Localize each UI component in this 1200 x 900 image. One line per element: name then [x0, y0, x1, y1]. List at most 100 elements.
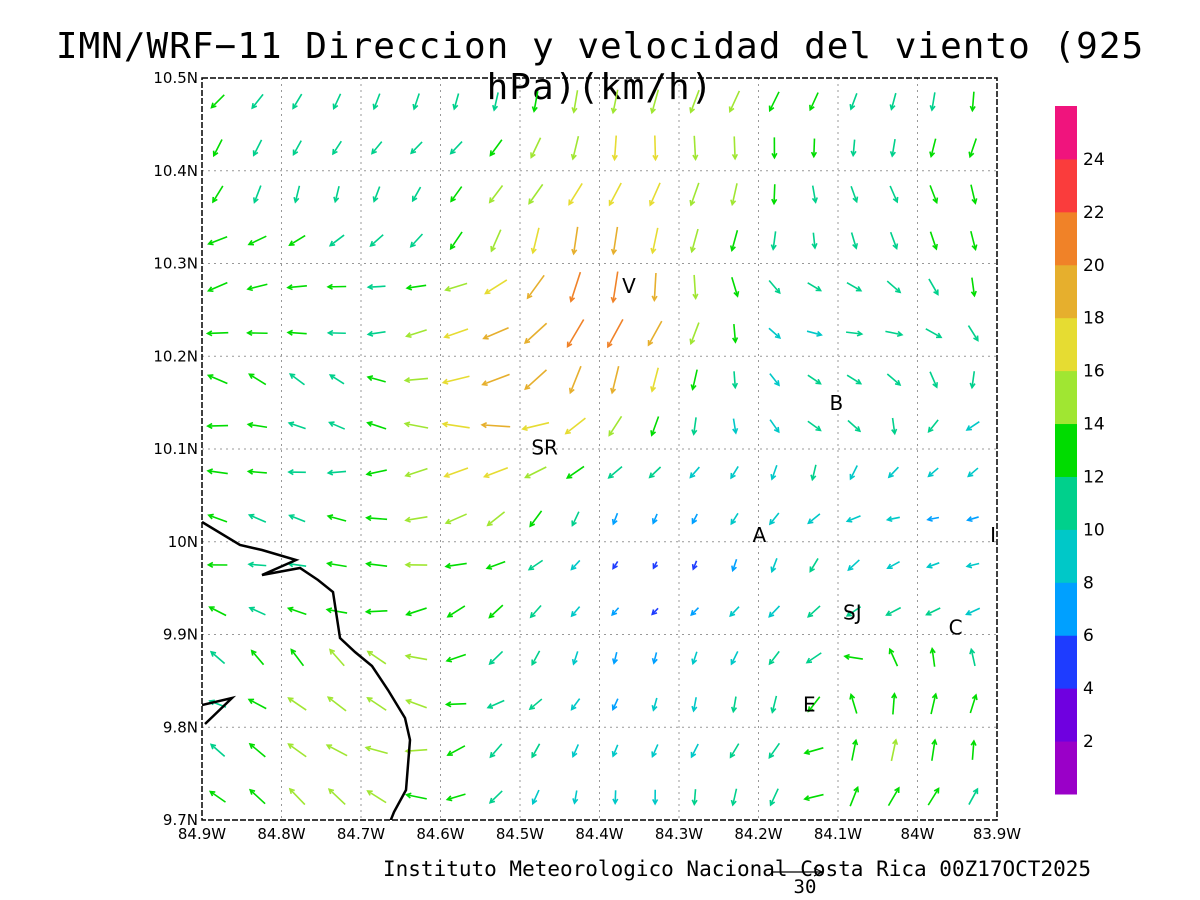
wind-vector — [481, 373, 510, 386]
wind-vector — [411, 186, 422, 203]
wind-vector — [452, 93, 460, 111]
wind-vector — [730, 788, 738, 807]
wind-vector — [731, 136, 739, 161]
wind-vector — [965, 421, 980, 431]
lon-tick-label: 84.8W — [257, 825, 305, 843]
wind-vector — [805, 652, 822, 664]
wind-vector — [729, 743, 740, 759]
station-label: SR — [531, 436, 558, 460]
wind-vector — [691, 789, 698, 807]
wind-vector — [246, 421, 268, 429]
axis-ticks: 84.9W 84.8W 84.7W 84.6W 84.5W 84.4W 84.3W 84.2W… — [153, 69, 1021, 843]
wind-vector — [443, 467, 469, 478]
wind-vector — [404, 792, 427, 800]
wind-vector — [728, 90, 741, 113]
wind-vector — [846, 282, 863, 292]
wind-vector — [488, 650, 504, 666]
lon-tick-label: 84W — [901, 825, 935, 843]
wind-vector — [286, 284, 307, 291]
lat-tick-label: 10.2N — [153, 347, 198, 365]
wind-vector — [286, 606, 307, 616]
wind-vector — [891, 692, 898, 715]
wind-vector — [730, 466, 739, 480]
wind-vector — [730, 512, 739, 526]
wind-vector — [486, 699, 505, 709]
wind-vector — [891, 417, 898, 436]
wind-vector — [365, 561, 388, 568]
wind-vector — [967, 467, 979, 478]
wind-vector — [887, 786, 900, 807]
wind-vector — [648, 466, 662, 479]
wind-vector — [889, 185, 899, 204]
wind-vector — [612, 790, 619, 805]
wind-vector — [969, 371, 976, 390]
wind-vector — [526, 274, 545, 300]
wind-vector — [768, 650, 780, 666]
wind-vector — [488, 185, 504, 204]
wind-vector — [450, 186, 463, 203]
wind-vector — [888, 647, 899, 667]
wind-vector — [288, 787, 306, 806]
wind-vector — [807, 605, 821, 618]
wind-vector — [247, 698, 267, 710]
wind-vector — [650, 89, 660, 115]
wind-vector — [441, 421, 470, 429]
wind-vector — [807, 513, 821, 525]
wind-vector — [611, 607, 620, 617]
wind-vector — [206, 561, 228, 568]
wind-vector — [443, 328, 469, 339]
wind-vector — [970, 277, 977, 298]
wind-vector — [969, 693, 978, 714]
wind-vector — [770, 231, 777, 251]
wind-vector — [480, 422, 511, 429]
wind-vector — [889, 92, 897, 111]
colorbar-label: 24 — [1083, 150, 1105, 170]
wind-vector — [729, 606, 740, 618]
wind-vector — [444, 282, 468, 292]
wind-vector — [210, 94, 225, 109]
lon-tick-label: 84.2W — [734, 825, 782, 843]
wind-vector — [445, 653, 467, 663]
wind-vector — [405, 329, 427, 338]
wind-vector — [571, 744, 580, 758]
wind-vector — [252, 185, 262, 204]
wind-vector — [929, 92, 936, 112]
wind-vector — [412, 93, 420, 111]
wind-vector — [287, 421, 306, 430]
wind-vector — [846, 374, 863, 385]
wind-vector — [691, 513, 698, 525]
wind-vector — [332, 140, 342, 156]
wind-vector — [845, 515, 861, 523]
wind-vector — [925, 607, 941, 616]
wind-vector — [608, 182, 622, 207]
wind-vector — [288, 514, 306, 523]
wind-vector — [769, 788, 779, 807]
wind-vector — [570, 698, 581, 711]
wind-vector — [607, 466, 623, 479]
colorbar-segment — [1055, 582, 1077, 636]
wind-vector — [444, 513, 467, 525]
colorbar-label: 14 — [1083, 415, 1105, 435]
wind-vector — [651, 272, 658, 303]
wind-vector — [325, 560, 347, 568]
wind-vector — [528, 698, 543, 711]
wind-vector — [370, 141, 383, 155]
colorbar-label: 22 — [1083, 203, 1105, 223]
wind-vector — [208, 790, 226, 803]
wind-vector — [248, 788, 266, 805]
wind-vector — [610, 89, 619, 115]
wind-vector — [444, 562, 467, 569]
wind-vector — [730, 650, 739, 666]
wind-vector — [209, 743, 226, 757]
wind-vector — [206, 422, 229, 430]
wind-vector — [247, 235, 267, 246]
wind-vector — [572, 790, 579, 805]
wind-vector — [803, 747, 824, 755]
wind-vector — [531, 743, 541, 759]
wind-vector — [885, 515, 900, 523]
wind-vector — [531, 650, 541, 667]
wind-vector — [807, 420, 822, 432]
wind-vector — [488, 604, 504, 619]
wind-vector — [690, 607, 700, 617]
wind-vector — [530, 137, 542, 159]
